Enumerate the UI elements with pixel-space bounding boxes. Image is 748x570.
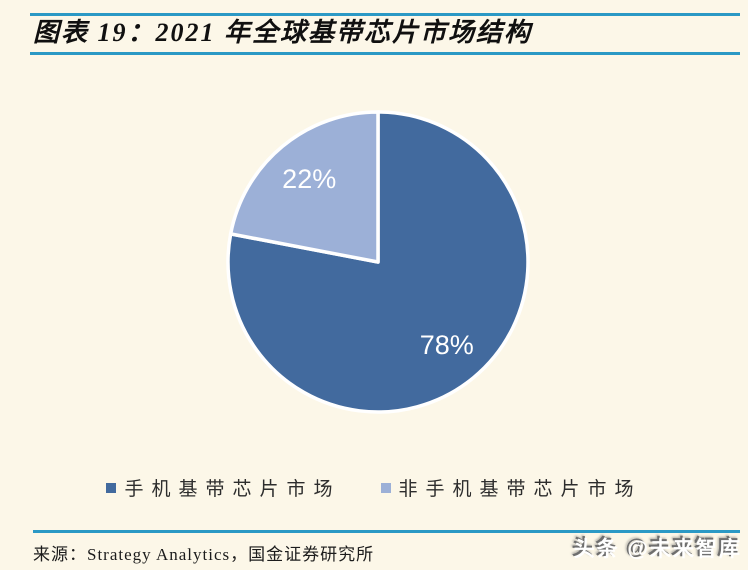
pie-slice-1 xyxy=(228,110,380,264)
legend-item-0: 手机基带芯片市场 xyxy=(106,474,340,501)
pie-slice-label-1: 22% xyxy=(282,164,336,194)
title-bottom-rule xyxy=(30,52,740,55)
pie-slice-0 xyxy=(226,110,530,414)
source-note: 来源：Strategy Analytics，国金证券研究所 xyxy=(33,545,375,564)
legend-label-1: 非手机基带芯片市场 xyxy=(398,479,642,500)
chart-legend: 手机基带芯片市场 非手机基带芯片市场 xyxy=(0,474,748,501)
pie-chart: 78% 22% xyxy=(226,110,530,414)
legend-item-1: 非手机基带芯片市场 xyxy=(380,474,642,501)
figure-title: 图表 19：2021 年全球基带芯片市场结构 xyxy=(33,18,533,47)
pie-slice-label-0: 78% xyxy=(420,330,474,360)
watermark: 头条 @未来智库 xyxy=(573,538,742,561)
legend-label-0: 手机基带芯片市场 xyxy=(124,479,341,500)
title-top-rule xyxy=(30,13,740,16)
legend-swatch-icon-1 xyxy=(380,482,391,493)
footer-rule xyxy=(33,530,740,533)
legend-swatch-icon-0 xyxy=(106,482,117,493)
